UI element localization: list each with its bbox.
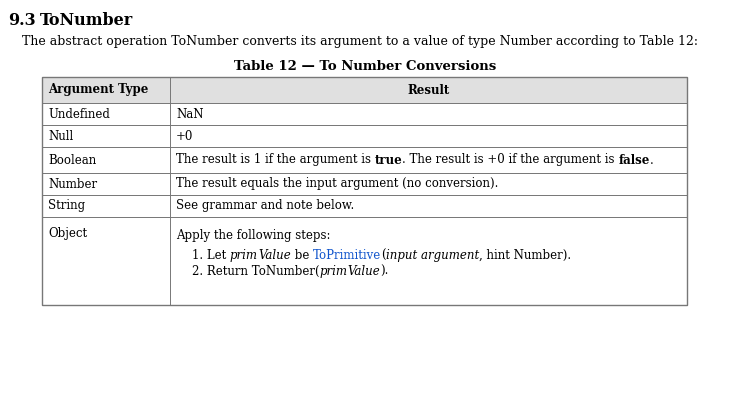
Bar [42, 77, 687, 305]
Text: Table 12 — To Number Conversions: Table 12 — To Number Conversions [234, 60, 496, 73]
Text: String: String [48, 199, 85, 212]
Text: Object: Object [48, 227, 87, 239]
Text: Value: Value [347, 265, 380, 278]
Text: ToNumber: ToNumber [40, 12, 134, 29]
Text: Null: Null [48, 129, 73, 142]
Bar [42, 217, 687, 305]
Bar [42, 77, 687, 103]
Text: (: ( [381, 249, 385, 262]
Text: 1. Let: 1. Let [192, 249, 230, 262]
Bar [42, 195, 687, 217]
Bar [42, 125, 687, 147]
Text: ToPrimitive: ToPrimitive [313, 249, 381, 262]
Text: 9.3: 9.3 [8, 12, 36, 29]
Text: The result equals the input argument (no conversion).: The result equals the input argument (no… [176, 177, 499, 190]
Text: , hint Number).: , hint Number). [479, 249, 571, 262]
Text: input argument: input argument [385, 249, 479, 262]
Text: The abstract operation ToNumber converts its argument to a value of type Number : The abstract operation ToNumber converts… [22, 35, 698, 48]
Bar [42, 103, 687, 125]
Text: Apply the following steps:: Apply the following steps: [176, 229, 331, 242]
Bar [42, 147, 687, 173]
Text: The result is 1 if the argument is: The result is 1 if the argument is [176, 153, 374, 166]
Text: prim: prim [320, 265, 347, 278]
Text: NaN: NaN [176, 107, 204, 120]
Text: false: false [619, 153, 650, 166]
Text: be: be [291, 249, 313, 262]
Text: Boolean: Boolean [48, 153, 96, 166]
Text: See grammar and note below.: See grammar and note below. [176, 199, 354, 212]
Text: Undefined: Undefined [48, 107, 110, 120]
Text: +0: +0 [176, 129, 193, 142]
Text: Result: Result [407, 83, 450, 96]
Text: Value: Value [258, 249, 291, 262]
Text: ).: ). [380, 265, 389, 278]
Text: Number: Number [48, 177, 97, 190]
Bar [42, 173, 687, 195]
Text: .: . [650, 153, 654, 166]
Text: . The result is +0 if the argument is: . The result is +0 if the argument is [402, 153, 619, 166]
Text: Argument Type: Argument Type [48, 83, 148, 96]
Text: true: true [374, 153, 402, 166]
Text: 2. Return ToNumber(: 2. Return ToNumber( [192, 265, 320, 278]
Text: prim: prim [230, 249, 258, 262]
